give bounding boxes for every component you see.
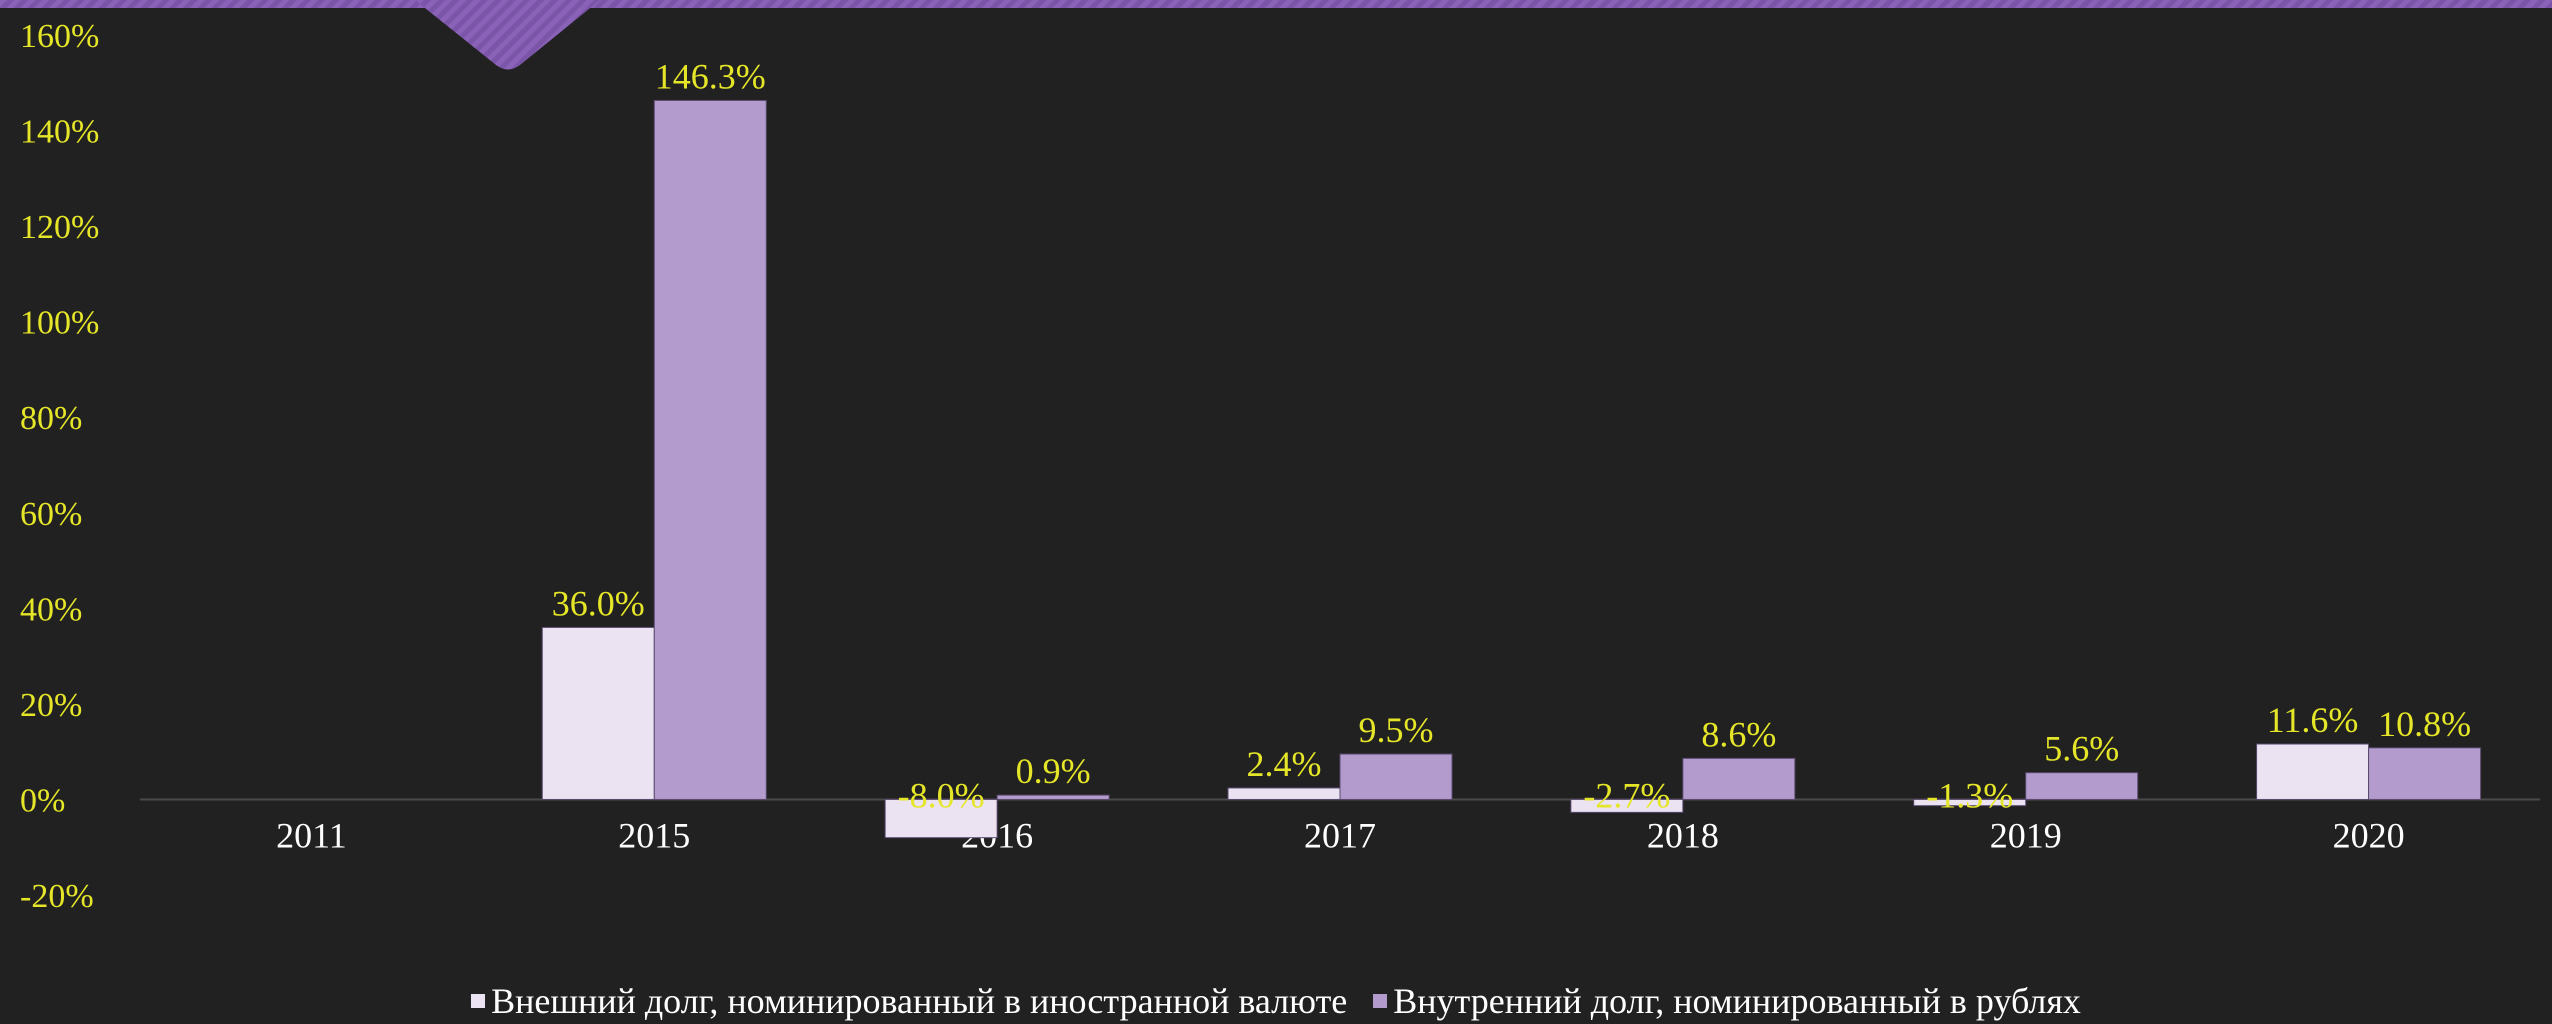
data-label: -1.3%	[1926, 775, 2013, 815]
bar-internal-debt	[1339, 753, 1453, 800]
y-tick-label: 80%	[20, 400, 82, 437]
bar-internal-debt	[1682, 757, 1796, 800]
bar-internal-debt	[2368, 747, 2482, 800]
bar-external-debt	[2256, 743, 2370, 800]
legend-swatch-external-debt	[471, 994, 486, 1008]
data-label: 0.9%	[1016, 751, 1091, 791]
x-category-label: 2019	[1990, 815, 2062, 855]
data-label: 146.3%	[655, 56, 766, 96]
bar-external-debt	[1227, 787, 1341, 800]
legend: Внешний долг, номинированный в иностранн…	[0, 980, 2552, 1022]
bar-external-debt	[1570, 798, 1684, 813]
y-tick-label: -20%	[20, 878, 94, 915]
legend-item-internal-debt: Внутренний долг, номинированный в рублях	[1373, 980, 2081, 1022]
top-decorative-tab	[415, 0, 600, 70]
bar-internal-debt	[653, 99, 767, 800]
bar-external-debt	[884, 798, 998, 839]
y-tick-label: 140%	[20, 114, 99, 151]
bar-external-debt	[1913, 798, 2027, 807]
legend-label-external-debt: Внешний долг, номинированный в иностранн…	[491, 981, 1348, 1021]
y-tick-label: 100%	[20, 305, 99, 342]
bar-external-debt	[541, 626, 655, 800]
data-label: 36.0%	[552, 583, 645, 623]
legend-item-external-debt: Внешний долг, номинированный в иностранн…	[471, 980, 1347, 1022]
legend-swatch-internal-debt	[1373, 994, 1388, 1008]
x-category-label: 2020	[2333, 815, 2405, 855]
data-label: 2.4%	[1247, 744, 1322, 784]
y-tick-label: 40%	[20, 591, 82, 628]
data-label: 5.6%	[2044, 729, 2119, 769]
data-label: -8.0%	[898, 775, 985, 815]
data-label: -2.7%	[1583, 775, 1670, 815]
x-category-label: 2017	[1304, 815, 1376, 855]
data-label: 10.8%	[2378, 704, 2471, 744]
y-tick-label: 0%	[20, 782, 65, 819]
x-category-label: 2015	[618, 815, 690, 855]
legend-label-internal-debt: Внутренний долг, номинированный в рублях	[1393, 981, 2081, 1021]
data-label: 11.6%	[2267, 700, 2359, 740]
y-tick-label: 120%	[20, 209, 99, 246]
data-label: 8.6%	[1701, 714, 1776, 754]
bar-chart: 160% 140% 120% 100% 80% 60% 40% 20% 0% -20% 2011 20…	[20, 18, 2540, 915]
x-category-label: 2018	[1647, 815, 1719, 855]
bar-internal-debt	[996, 794, 1110, 800]
y-tick-label: 160%	[20, 18, 99, 55]
y-tick-label: 20%	[20, 687, 82, 724]
data-label: 9.5%	[1359, 710, 1434, 750]
bar-internal-debt	[2025, 772, 2139, 800]
y-tick-label: 60%	[20, 496, 82, 533]
x-category-label: 2011	[276, 815, 347, 855]
top-decorative-band	[0, 0, 2552, 8]
